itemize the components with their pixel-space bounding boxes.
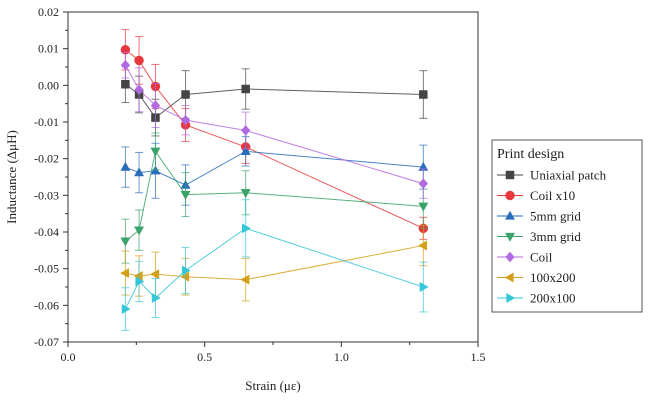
legend-item: Coil (497, 250, 553, 265)
data-point (242, 223, 251, 234)
legend-label: Uniaxial patch (530, 168, 607, 183)
legend-label: 200x100 (530, 291, 576, 306)
x-tick-label: 0.0 (61, 350, 76, 364)
y-tick-label: 0.00 (38, 78, 59, 92)
x-tick-label: 1.5 (471, 350, 486, 364)
legend-marker (506, 292, 516, 304)
legend-box (491, 139, 643, 313)
y-tick-label: -0.02 (34, 152, 59, 166)
legend-label: Coil x10 (530, 188, 575, 203)
data-point (121, 303, 131, 315)
data-point (241, 84, 250, 94)
data-point (150, 100, 161, 111)
legend-label: 3mm grid (530, 229, 581, 244)
legend-item: 5mm grid (497, 209, 581, 224)
data-point (121, 79, 130, 89)
data-point (180, 114, 191, 126)
y-tick-label: 0.02 (38, 5, 59, 19)
data-point (240, 125, 251, 136)
legend-label: Coil (530, 250, 553, 265)
legend-marker (505, 170, 515, 180)
series-4 (120, 51, 429, 199)
data-point (240, 274, 250, 285)
legend-marker (505, 251, 515, 263)
legend-item: 3mm grid (497, 229, 581, 244)
data-point (134, 226, 145, 236)
data-point (150, 147, 161, 157)
data-point (418, 178, 429, 189)
legend-item: Coil x10 (497, 188, 575, 203)
data-point (419, 90, 428, 99)
data-point (134, 84, 144, 96)
y-tick-label: 0.01 (38, 42, 59, 56)
series-line (124, 64, 424, 185)
data-point (418, 240, 427, 251)
legend-marker (504, 272, 514, 283)
legend-label: 100x200 (530, 270, 576, 285)
y-tick-label: -0.07 (34, 335, 59, 349)
data-point (150, 269, 160, 280)
data-point (151, 292, 161, 304)
x-tick-label: 0.5 (197, 350, 212, 364)
x-axis-title: Strain (με) (245, 378, 300, 393)
data-point (240, 146, 251, 155)
y-tick-label: -0.01 (34, 115, 59, 129)
data-point (120, 237, 131, 247)
series-6 (121, 199, 429, 331)
data-point (134, 55, 144, 66)
legend-items: Uniaxial patch Coil x10 5mm grid 3mm grid Co… (497, 168, 607, 306)
series-line (125, 150, 424, 242)
data-point (180, 190, 191, 200)
y-tick-label: -0.06 (34, 298, 59, 312)
x-tick-label: 1.0 (334, 350, 349, 364)
legend: Print design Uniaxial patch Coil x10 5mm g… (491, 139, 643, 313)
data-point (181, 90, 190, 99)
legend-label: 5mm grid (530, 209, 581, 224)
data-point (181, 265, 191, 276)
series-2 (120, 136, 429, 206)
data-point (135, 276, 145, 287)
y-tick-label: -0.03 (34, 188, 59, 202)
data-point (120, 59, 131, 71)
data-point (120, 268, 130, 279)
legend-marker (504, 210, 516, 220)
legend-title: Print design (497, 147, 564, 162)
plot-area (67, 11, 479, 343)
legend-item: 100x200 (497, 270, 576, 285)
legend-marker (504, 232, 516, 242)
y-axis-title: Inductance (ΔμH) (4, 130, 19, 224)
series-line (124, 227, 424, 310)
series-layer (120, 29, 429, 331)
y-tick-label: -0.05 (34, 262, 59, 276)
legend-marker (505, 190, 515, 201)
y-tick-label: -0.04 (34, 225, 59, 239)
data-point (180, 271, 190, 282)
legend-item: Uniaxial patch (497, 168, 607, 183)
data-point (240, 189, 251, 199)
data-point (418, 202, 429, 212)
axis-layer: 0.0 0.5 1.0 1.5 0.02 0.01 0.00 -0.01 -0.02 -0.03 -… (34, 5, 486, 364)
legend-item: 200x100 (497, 291, 576, 306)
data-point (134, 167, 145, 177)
data-point (419, 281, 429, 293)
data-point (120, 161, 131, 171)
